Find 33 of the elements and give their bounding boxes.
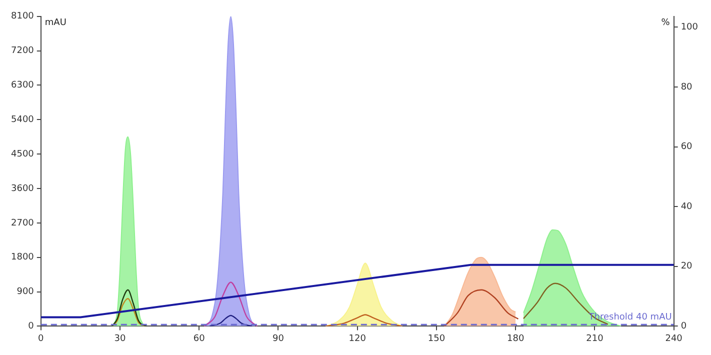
y-tick-label: 8100 — [11, 12, 34, 22]
line-series — [112, 289, 147, 326]
y-tick-label: 6300 — [11, 80, 34, 91]
y-axis-title: mAU — [44, 18, 66, 28]
y2-tick-label: 40 — [680, 202, 693, 212]
y-tick-label: 5400 — [11, 115, 34, 126]
y-tick-label: 3600 — [11, 184, 34, 194]
x-tick-label: 180 — [507, 334, 524, 344]
x-tick-label: 0 — [38, 334, 44, 344]
x-tick-label: 210 — [586, 334, 604, 344]
x-tick-label: 150 — [428, 334, 446, 344]
x-tick-label: 240 — [665, 334, 683, 344]
y-tick-label: 7200 — [11, 46, 34, 56]
line-series — [209, 314, 252, 326]
y2-tick-label: 20 — [680, 262, 693, 272]
y-tick-label: 0 — [28, 322, 34, 332]
line-series — [444, 289, 519, 326]
y2-tick-label: 100 — [680, 22, 698, 33]
x-tick-label: 60 — [193, 334, 206, 344]
x-tick-label: 90 — [272, 334, 284, 344]
line-series — [325, 314, 403, 326]
y-tick-label: 1800 — [11, 252, 34, 263]
y2-tick-label: 60 — [680, 142, 693, 152]
line-series — [112, 298, 147, 326]
y-tick-label: 900 — [16, 287, 34, 298]
line-series — [204, 282, 258, 326]
y2-tick-label: 0 — [680, 322, 687, 332]
y-tick-label: 4500 — [11, 149, 34, 160]
y2-tick-label: 80 — [680, 82, 693, 92]
x-tick-label: 120 — [348, 334, 366, 344]
y2-axis-title: % — [661, 18, 670, 28]
x-tick-label: 30 — [114, 334, 126, 344]
y-tick-label: 2700 — [11, 218, 34, 228]
